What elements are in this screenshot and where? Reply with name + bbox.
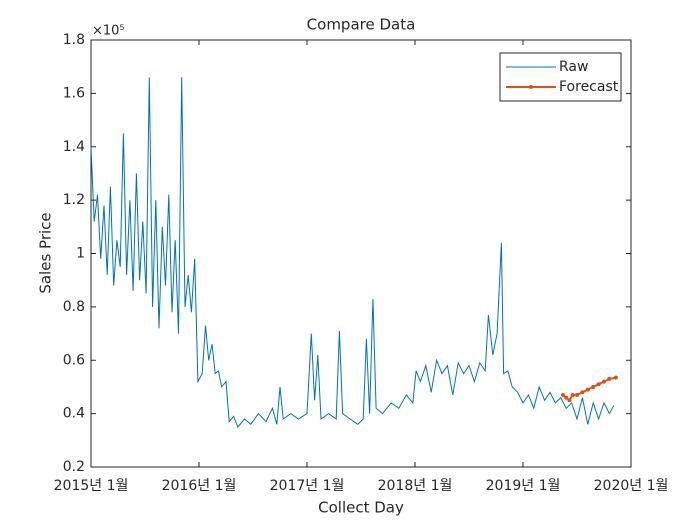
series-marker <box>570 392 575 397</box>
plot-area <box>90 77 618 428</box>
series-line <box>90 77 615 428</box>
y-tick-label: 0.8 <box>63 299 85 315</box>
series-marker <box>564 395 569 400</box>
legend-label: Forecast <box>559 79 619 95</box>
series-marker <box>596 382 601 387</box>
x-tick-label: 2016년 1월 <box>162 478 237 494</box>
x-tick-label: 2020년 1월 <box>594 478 669 494</box>
x-tick-label: 2017년 1월 <box>270 478 345 494</box>
series-marker <box>591 384 596 389</box>
y-tick-label: 1.8 <box>63 32 85 48</box>
y-tick-label: 1.2 <box>63 192 85 208</box>
y-axis-label: Sales Price <box>37 212 55 293</box>
legend-box <box>499 52 622 102</box>
x-tick-label: 2019년 1월 <box>486 478 561 494</box>
x-tick-label: 2015년 1월 <box>54 478 129 494</box>
legend-label: Raw <box>559 59 588 75</box>
series-marker <box>602 379 606 384</box>
series-marker <box>580 390 585 395</box>
x-tick-label: 2018년 1월 <box>378 478 453 494</box>
y-tick-label: 1.4 <box>63 139 85 155</box>
y-tick-label: 1 <box>76 246 85 262</box>
series-marker <box>613 375 618 380</box>
series-marker <box>575 392 579 397</box>
series-marker <box>567 398 572 403</box>
y-tick-label: 0.4 <box>63 406 85 422</box>
series-marker <box>560 392 565 397</box>
y-tick-label: 1.6 <box>63 85 85 101</box>
x-axis-label: Collect Day <box>318 499 404 517</box>
chart-title: Compare Data <box>307 16 416 34</box>
y-tick-label: 0.2 <box>63 459 85 475</box>
y-tick-label: 0.6 <box>63 352 85 368</box>
y-exponent: ×10⁵ <box>92 24 125 39</box>
series-marker <box>607 376 612 381</box>
legend-marker <box>529 85 533 89</box>
series-marker <box>585 387 590 392</box>
legend: Raw Forecast <box>499 52 622 102</box>
